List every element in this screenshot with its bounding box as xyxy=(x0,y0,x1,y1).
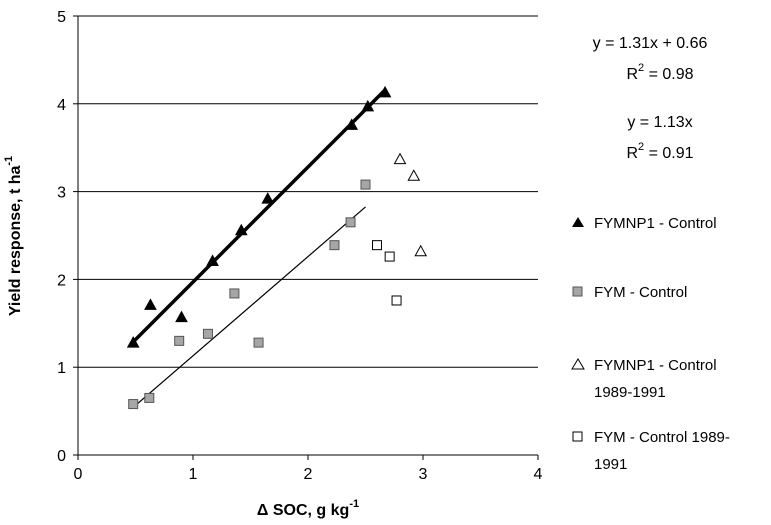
legend-item-fymnp1-control: FYMNP1 - Control xyxy=(572,215,717,232)
data-point-series-2 xyxy=(360,179,371,190)
trendline-equation-1: y = 1.31x + 0.66 xyxy=(593,35,708,52)
data-point-series-2 xyxy=(174,335,185,346)
data-point-series-1 xyxy=(345,118,359,130)
legend-marker-filled-triangle xyxy=(572,217,584,227)
y-axis-title: Yield response, t ha-1 xyxy=(3,156,24,316)
trendline-1 xyxy=(131,88,387,344)
data-point-series-2 xyxy=(128,399,139,410)
svg-text:FYM - Control 1989-: FYM - Control 1989- xyxy=(594,429,730,446)
data-point-series-3 xyxy=(393,152,407,165)
axes xyxy=(73,15,539,460)
legend-marker-open-triangle xyxy=(571,358,585,370)
trendline-equation-2: y = 1.13x xyxy=(627,114,692,131)
legend-item-fymnp1-control-1989-1991: FYMNP1 - Control 1989-1991 xyxy=(571,357,717,401)
gridlines xyxy=(78,15,538,368)
data-point-series-4 xyxy=(391,295,402,306)
data-point-series-1 xyxy=(175,310,188,323)
y-tick-label: 0 xyxy=(57,448,66,465)
svg-text:FYM - Control: FYM - Control xyxy=(594,284,687,301)
trendline-2 xyxy=(132,206,366,408)
r-squared-1: R2 = 0.98 xyxy=(626,62,693,83)
data-point-series-2 xyxy=(345,217,356,228)
data-point-series-1 xyxy=(126,336,140,348)
x-axis-title: Δ SOC, g kg-1 xyxy=(257,498,359,519)
data-point-series-1 xyxy=(206,254,219,266)
svg-text:FYMNP1 - Control: FYMNP1 - Control xyxy=(594,215,717,232)
data-point-series-1 xyxy=(378,85,392,98)
legend-item-fym-control-1989-1991: FYM - Control 1989- 1991 xyxy=(572,429,730,473)
data-point-series-2 xyxy=(329,240,340,251)
legend-marker-open-square xyxy=(572,431,583,442)
data-point-series-1 xyxy=(361,99,375,112)
x-tick-label: 0 xyxy=(74,466,83,483)
svg-text:FYMNP1 - Control: FYMNP1 - Control xyxy=(594,357,717,374)
tick-labels: 0 1 2 3 4 5 0 1 2 3 4 xyxy=(57,9,542,483)
y-tick-label: 5 xyxy=(57,9,66,26)
data-point-series-3 xyxy=(414,244,428,257)
data-point-series-1 xyxy=(261,192,275,204)
data-point-series-1 xyxy=(234,223,248,236)
legend-marker-filled-square xyxy=(572,286,583,297)
data-points xyxy=(126,85,428,410)
data-point-series-1 xyxy=(144,298,157,310)
svg-text:1989-1991: 1989-1991 xyxy=(594,384,666,401)
x-tick-label: 3 xyxy=(419,466,428,483)
plot-area xyxy=(78,16,538,455)
data-point-series-4 xyxy=(384,251,395,262)
y-tick-label: 3 xyxy=(57,185,66,202)
data-point-series-2 xyxy=(253,337,264,348)
data-point-series-4 xyxy=(372,240,382,251)
trendlines xyxy=(131,88,387,408)
y-tick-label: 4 xyxy=(57,97,66,114)
legend-item-fym-control: FYM - Control xyxy=(572,284,687,301)
data-point-series-2 xyxy=(229,288,240,299)
legend: FYMNP1 - Control FYM - Control FYMNP1 - … xyxy=(571,215,730,473)
data-point-series-2 xyxy=(144,392,155,403)
y-tick-label: 2 xyxy=(57,272,66,289)
x-tick-label: 2 xyxy=(304,466,313,483)
r-squared-2: R2 = 0.91 xyxy=(626,141,693,162)
y-tick-label: 1 xyxy=(57,360,66,377)
x-tick-label: 1 xyxy=(189,466,198,483)
svg-text:1991: 1991 xyxy=(594,456,627,473)
data-point-series-3 xyxy=(407,169,421,181)
x-tick-label: 4 xyxy=(534,466,543,483)
data-point-series-2 xyxy=(202,328,213,339)
